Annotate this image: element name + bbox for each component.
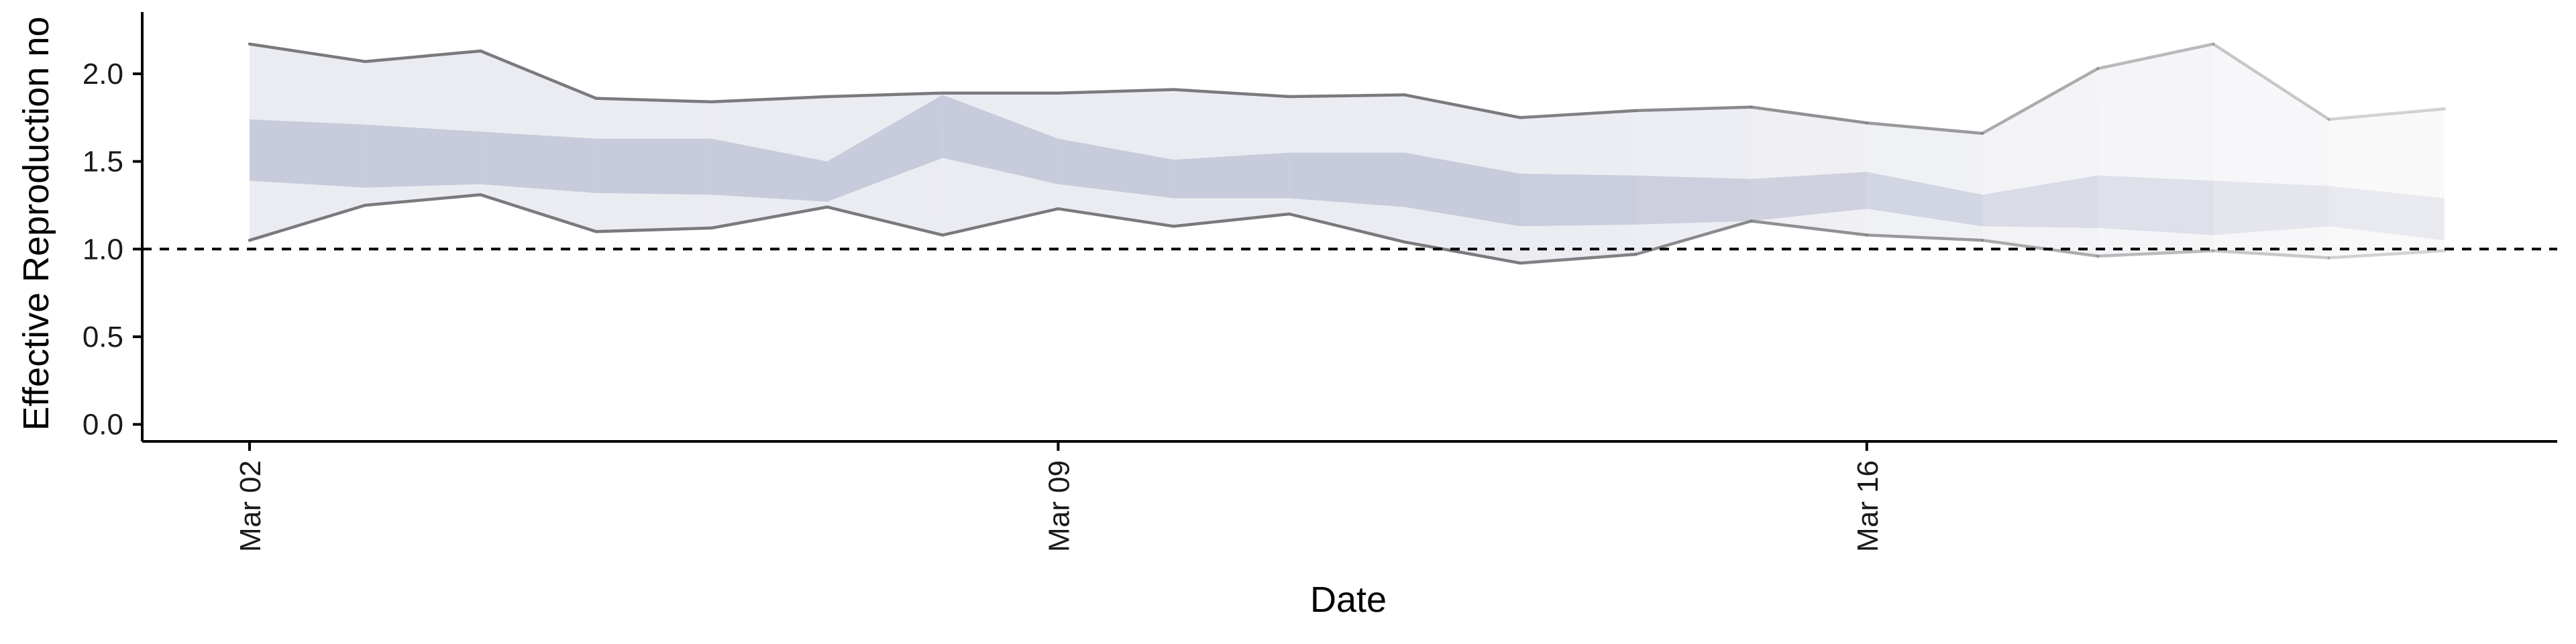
x-tick-label: Mar 09 [1042, 460, 1075, 552]
outer-band-segment [1982, 68, 2098, 256]
inner-band-segment [2213, 180, 2329, 235]
lower-bound-segment [1634, 219, 1753, 256]
x-tick-label: Mar 02 [234, 460, 267, 552]
lower-bound-segment [1750, 219, 1869, 237]
lower-bound-segment [479, 193, 598, 233]
inner-band-segment [596, 138, 712, 195]
inner-band-segment [2328, 186, 2445, 241]
upper-bound-segment [1865, 121, 1984, 136]
inner-band-segment [1289, 152, 1405, 207]
upper-bound-segment [1518, 109, 1638, 119]
inner-band-segment [1405, 152, 1521, 227]
inner-band-segment [1751, 172, 1867, 221]
lower-bound-segment [1172, 212, 1291, 228]
lower-bound-segment [710, 205, 829, 230]
lower-bound-segment [2327, 249, 2447, 260]
y-axis-title: Effective Reproduction no [16, 17, 56, 431]
y-tick-label: 2.0 [83, 58, 123, 91]
upper-bound-segment [1287, 93, 1407, 99]
upper-bound-segment [479, 49, 598, 100]
x-tick-label: Mar 16 [1851, 460, 1884, 552]
y-axis-ticks: 0.0 0.5 1.0 1.5 2.0 [83, 58, 142, 441]
lower-bound-segment [941, 207, 1060, 237]
lower-bound-segment [2096, 249, 2215, 258]
interval-bound-lines [248, 42, 2447, 265]
upper-bound-segment [825, 91, 945, 99]
upper-bound-segment [1634, 105, 1753, 113]
inner-band-segment [1866, 172, 1982, 227]
upper-bound-segment [1980, 66, 2100, 136]
inner-band-segment [480, 131, 596, 193]
upper-bound-segment [710, 95, 829, 104]
credible-interval-bands [250, 44, 2445, 264]
outer-band-segment [2328, 109, 2445, 258]
inner-band-segment [1635, 175, 1752, 225]
upper-bound-segment [248, 42, 367, 63]
upper-bound-segment [594, 97, 714, 104]
inner-band-segment [2098, 175, 2214, 235]
lower-bound-segment [1057, 207, 1175, 228]
upper-bound-segment [363, 49, 482, 63]
inner-band-segment [943, 95, 1059, 184]
y-tick-label: 0.5 [83, 321, 123, 354]
inner-band-segment [1173, 152, 1289, 199]
lower-bound-segment [363, 193, 482, 207]
y-tick-label: 1.0 [83, 233, 123, 266]
y-tick-label: 1.5 [83, 146, 123, 178]
x-axis-ticks: Mar 02 Mar 09 Mar 16 [234, 441, 1884, 552]
upper-bound-segment [1750, 105, 1869, 125]
lower-bound-segment [1287, 212, 1407, 244]
lower-bound-segment [825, 205, 945, 237]
upper-bound-segment [2096, 42, 2215, 70]
inner-band-segment [827, 95, 943, 202]
inner-band-segment [250, 119, 366, 188]
inner-band-segment [365, 124, 481, 188]
lower-bound-segment [1865, 233, 1984, 242]
inner-band-segment [1520, 173, 1636, 227]
lower-bound-segment [1403, 240, 1522, 265]
upper-bound-segment [2327, 107, 2447, 121]
outer-band-segment [2213, 44, 2329, 258]
upper-bound-segment [1172, 88, 1291, 99]
lower-bound-segment [1980, 238, 2100, 258]
inner-band-segment [711, 138, 827, 202]
axes: 0.0 0.5 1.0 1.5 2.0 Mar 02 Mar 09 Mar 16 [83, 12, 2557, 552]
upper-bound-segment [2212, 42, 2330, 121]
lower-bound-segment [2212, 249, 2330, 260]
upper-bound-segment [1403, 93, 1522, 119]
lower-bound-segment [1518, 252, 1638, 265]
inner-band-segment [1982, 175, 2098, 228]
y-tick-label: 0.0 [83, 409, 123, 441]
upper-bound-segment [1057, 88, 1175, 95]
x-axis-title: Date [1310, 580, 1387, 620]
inner-band-segment [1058, 138, 1174, 199]
lower-bound-segment [248, 203, 367, 242]
lower-bound-segment [594, 226, 714, 233]
